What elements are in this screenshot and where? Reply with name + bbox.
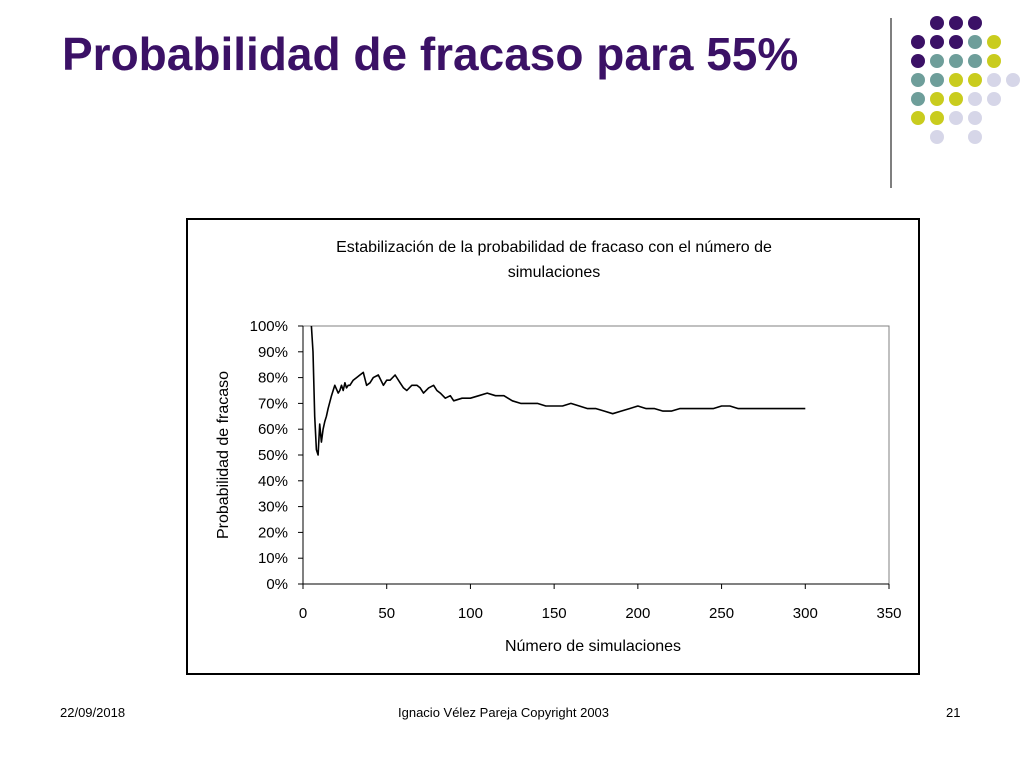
dot-grid (911, 16, 1020, 144)
decorative-dot (949, 111, 963, 125)
decorative-dot-grid (890, 16, 1020, 188)
decorative-dot (968, 130, 982, 144)
x-axis-label: Número de simulaciones (505, 638, 681, 655)
x-tick-label: 350 (876, 605, 901, 622)
decorative-dot (930, 16, 944, 30)
x-axis: 0 50 100 150 200 250 300 350 (299, 583, 902, 622)
y-axis-label: Probabilidad de fracaso (215, 371, 232, 539)
decorative-dot (968, 111, 982, 125)
x-tick-label: 150 (542, 605, 567, 622)
series-line (310, 325, 806, 456)
y-tick-label: 70% (258, 395, 288, 412)
decorative-dot (911, 35, 925, 49)
decorative-dot (949, 35, 963, 49)
x-tick-label: 50 (378, 605, 395, 622)
y-tick-label: 10% (258, 550, 288, 567)
y-tick-label: 60% (258, 421, 288, 438)
x-tick-label: 100 (458, 605, 483, 622)
slide-title: Probabilidad de fracaso para 55% (62, 28, 799, 80)
y-tick-label: 0% (266, 576, 288, 593)
decorative-dot (968, 35, 982, 49)
y-tick-label: 30% (258, 499, 288, 516)
decorative-dot (930, 35, 944, 49)
decorative-dot (968, 16, 982, 30)
decorative-dot (930, 73, 944, 87)
y-tick-label: 20% (258, 524, 288, 541)
decorative-dot (911, 73, 925, 87)
y-tick-label: 90% (258, 344, 288, 361)
decorative-dot (911, 111, 925, 125)
decorative-dot (968, 54, 982, 68)
page-number: 21 (946, 705, 961, 720)
y-tick-label: 50% (258, 447, 288, 464)
series-layer (310, 325, 806, 456)
y-tick-label: 80% (258, 370, 288, 387)
chart-title-line2: simulaciones (508, 264, 600, 281)
x-tick-label: 0 (299, 605, 307, 622)
decorative-dot (987, 73, 1001, 87)
decorative-dot (987, 54, 1001, 68)
footer-date: 22/09/2018 (60, 705, 126, 720)
decorative-dot (911, 54, 925, 68)
y-tick-label: 100% (250, 318, 288, 335)
x-tick-label: 250 (709, 605, 734, 622)
line-chart: Estabilización de la probabilidad de fra… (215, 239, 902, 655)
decorative-dot (930, 54, 944, 68)
decorative-dot (1006, 73, 1020, 87)
decorative-dot (949, 54, 963, 68)
decorative-dot (930, 130, 944, 144)
chart-frame: Estabilización de la probabilidad de fra… (186, 218, 920, 675)
decorative-dot (930, 111, 944, 125)
chart-title-line1: Estabilización de la probabilidad de fra… (336, 239, 772, 256)
decorative-dot (968, 73, 982, 87)
decorative-dot (930, 92, 944, 106)
decorative-dot (949, 73, 963, 87)
y-tick-label: 40% (258, 473, 288, 490)
decorative-dot (987, 92, 1001, 106)
x-tick-label: 300 (793, 605, 818, 622)
plot-area (302, 325, 890, 585)
decorative-dot (968, 92, 982, 106)
x-tick-label: 200 (625, 605, 650, 622)
decorative-dot (949, 92, 963, 106)
decorative-dot (987, 35, 1001, 49)
y-axis: 0% 10% 20% 30% 40% 50% 60% 70% 80% 90% 100% (250, 318, 304, 593)
footer-credit: Ignacio Vélez Pareja Copyright 2003 (398, 705, 610, 720)
decorative-dot (949, 16, 963, 30)
decorative-dot (911, 92, 925, 106)
